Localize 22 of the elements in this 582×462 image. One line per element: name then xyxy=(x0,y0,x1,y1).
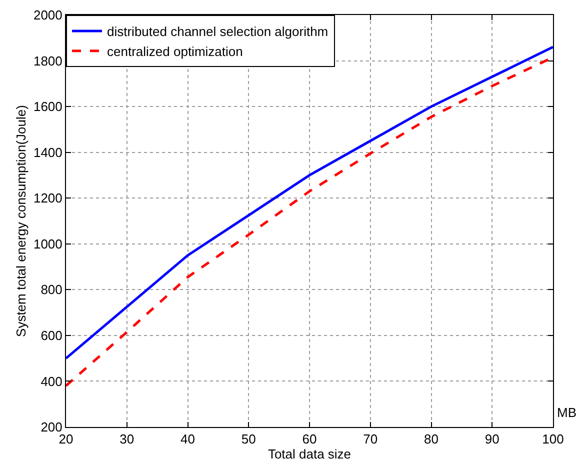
y-tick-label: 1400 xyxy=(33,144,62,160)
y-tick-label: 1800 xyxy=(33,53,62,68)
x-tick-label: 70 xyxy=(363,432,378,447)
y-tick-label: 800 xyxy=(40,282,62,298)
x-axis-title: Total data size xyxy=(268,446,352,462)
text: MB xyxy=(557,405,576,420)
legend-label: distributed channel selection algorithm xyxy=(107,24,328,40)
y-tick-label: 600 xyxy=(40,328,62,343)
x-tick-label: 80 xyxy=(424,432,438,447)
y-axis-title: System total energy consumption(Joule) xyxy=(13,105,28,337)
x-tick-label: 30 xyxy=(120,432,134,447)
y-tick-label: 1600 xyxy=(33,99,62,114)
x-tick-label: 40 xyxy=(180,432,195,447)
x-tick-label: 50 xyxy=(241,432,256,447)
y-tick-label: 2000 xyxy=(33,8,62,23)
x-tick-label: 90 xyxy=(484,432,500,447)
y-tick-label: 1000 xyxy=(33,236,62,252)
x-tick-label: 60 xyxy=(302,432,317,447)
x-tick-label: 100 xyxy=(542,432,564,447)
legend-label: centralized optimization xyxy=(107,44,243,59)
y-tick-label: 1200 xyxy=(33,190,62,206)
y-tick-label: 400 xyxy=(40,374,62,389)
